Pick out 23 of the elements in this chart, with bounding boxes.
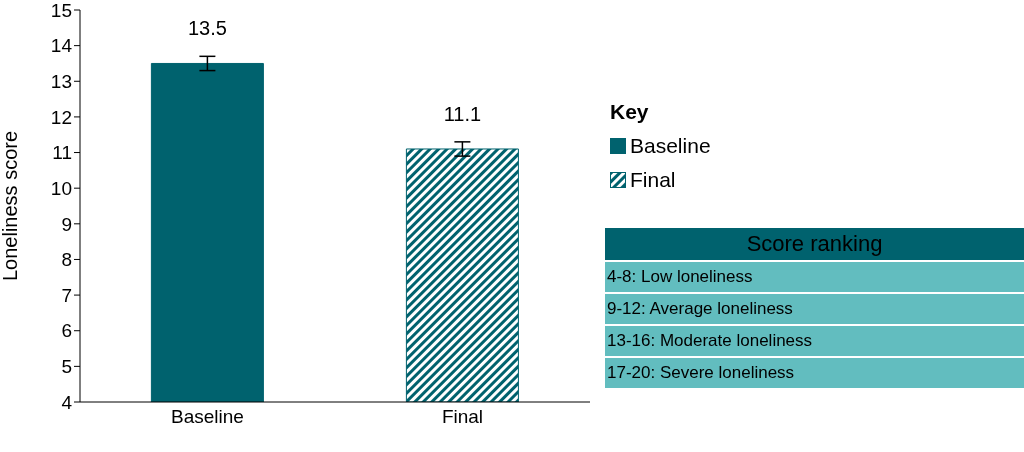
y-tick-label: 13 [50,71,72,93]
text: 17-20: Severe loneliness [605,358,1024,390]
text: 13-16: Moderate loneliness [605,326,1024,358]
y-axis-title: Loneliness score [0,130,22,282]
y-tick-label: 7 [61,284,72,306]
y-tick-label: 9 [61,213,72,235]
legend-label: Final [630,168,676,192]
y-tick-label: 11 [52,142,72,164]
data-label: 13.5 [187,17,227,40]
text: 4-8: Low loneliness [605,262,1024,294]
data-label: 11.1 [443,102,482,125]
y-tick-label: 4 [61,391,73,413]
y-tick-label: 15 [50,0,72,21]
legend-label: Baseline [630,134,711,158]
y-tick-label: 12 [50,106,72,128]
text: Score ranking [605,228,1024,262]
legend-title: Key [610,100,650,124]
text: 9-12: Average loneliness [605,294,1024,326]
y-tick-label: 8 [61,249,72,271]
y-tick-label: 14 [50,35,73,57]
y-tick-label: 6 [61,320,72,342]
y-tick-label: 10 [50,177,72,199]
y-tick-label: 5 [61,356,72,378]
